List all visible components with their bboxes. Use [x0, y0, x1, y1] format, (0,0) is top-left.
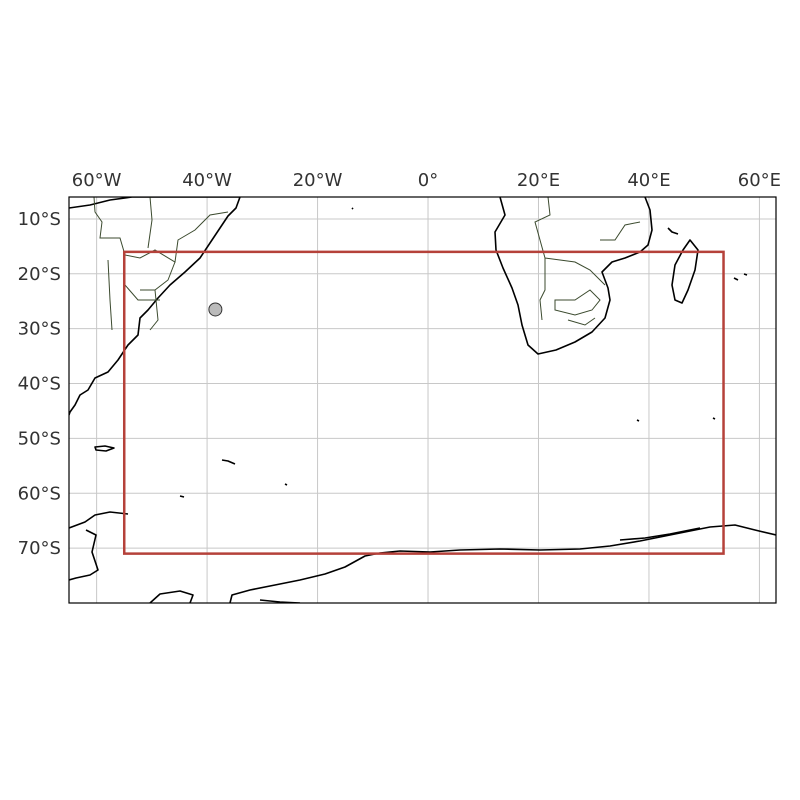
- map-land-layer: [69, 197, 776, 603]
- map-axes-frame: [68, 196, 777, 604]
- south-america-coastline: [69, 197, 241, 416]
- south-america-borders: [93, 197, 229, 331]
- small-islands: [179, 207, 748, 498]
- longitude-tick-label: 40°E: [627, 170, 670, 191]
- africa-borders: [534, 197, 641, 326]
- south-georgia-coastline: [221, 459, 236, 465]
- longitude-tick-labels: 60°W 40°W 20°W 0° 20°E 40°E 60°E: [72, 170, 781, 191]
- africa-coastline: [494, 197, 653, 355]
- latitude-tick-label: 30°S: [18, 319, 61, 340]
- latitude-tick-label: 60°S: [18, 483, 61, 504]
- latitude-tick-label: 70°S: [18, 538, 61, 559]
- latitude-tick-label: 10°S: [18, 209, 61, 230]
- location-marker: [208, 302, 223, 317]
- latitude-tick-label: 40°S: [18, 374, 61, 395]
- longitude-tick-label: 0°: [418, 170, 438, 191]
- antarctic-ice-shelf-coastline: [149, 527, 701, 603]
- longitude-tick-label: 20°W: [293, 170, 343, 191]
- longitude-tick-label: 20°E: [517, 170, 560, 191]
- tierra-del-fuego-coastline: [69, 511, 129, 581]
- gridlines: [69, 197, 776, 603]
- region-of-interest-box: [122, 250, 725, 555]
- antarctica-coastline: [229, 524, 776, 603]
- latitude-tick-label: 20°S: [18, 264, 61, 285]
- longitude-tick-label: 60°E: [738, 170, 781, 191]
- madagascar-coastline: [671, 239, 699, 304]
- falkland-islands-coastline: [94, 445, 115, 452]
- longitude-tick-label: 40°W: [182, 170, 232, 191]
- longitude-tick-label: 60°W: [72, 170, 122, 191]
- latitude-tick-labels: 10°S 20°S 30°S 40°S 50°S 60°S 70°S: [18, 209, 61, 559]
- latitude-tick-label: 50°S: [18, 428, 61, 449]
